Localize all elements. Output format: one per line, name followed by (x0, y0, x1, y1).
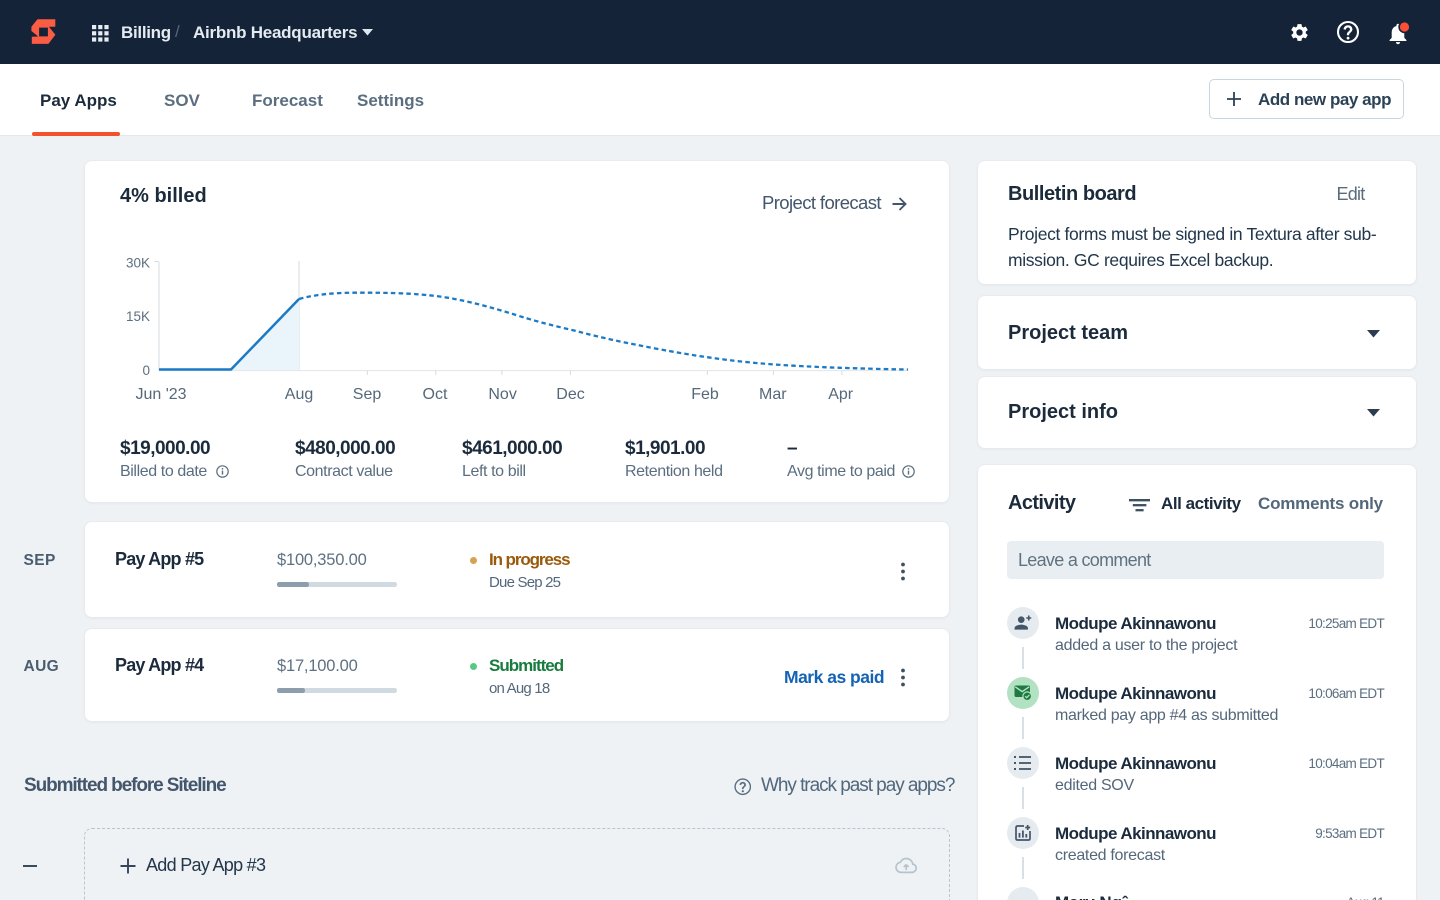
svg-text:Feb: Feb (691, 386, 719, 403)
svg-text:0: 0 (142, 363, 150, 378)
svg-text:Nov: Nov (488, 386, 516, 403)
svg-text:Apr: Apr (828, 386, 854, 403)
svg-text:Jun '23: Jun '23 (135, 386, 186, 403)
svg-text:Aug: Aug (285, 386, 313, 403)
svg-text:Mar: Mar (759, 386, 787, 403)
svg-text:30K: 30K (126, 256, 150, 271)
svg-text:Dec: Dec (556, 386, 584, 403)
svg-text:Sep: Sep (353, 386, 382, 403)
svg-text:Oct: Oct (423, 386, 448, 403)
svg-text:15K: 15K (126, 309, 150, 324)
